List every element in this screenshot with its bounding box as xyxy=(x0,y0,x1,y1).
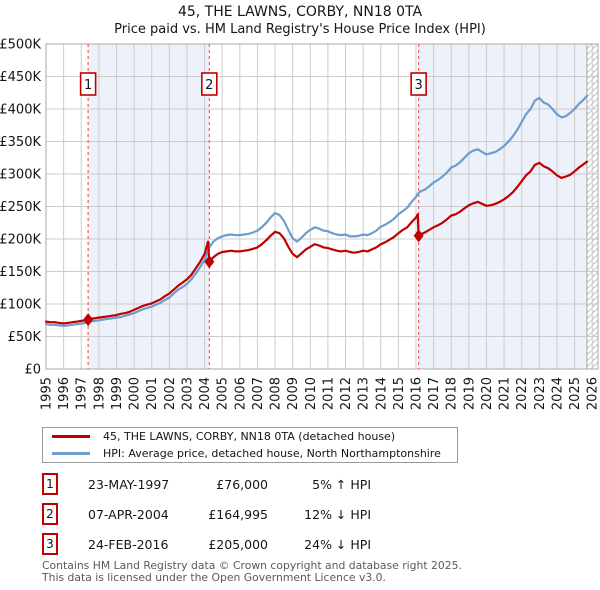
hpi-line xyxy=(44,94,589,328)
x-axis-tick-label: 2014 xyxy=(374,377,389,410)
x-axis-tick-label: 2010 xyxy=(304,377,319,410)
copyright-line-1: Contains HM Land Registry data © Crown c… xyxy=(42,559,462,572)
sale-number-badge: 1 xyxy=(42,473,58,495)
sale-date: 07-APR-2004 xyxy=(88,506,169,522)
copyright-line-2: This data is licensed under the Open Gov… xyxy=(42,570,386,584)
sale-price: £164,995 xyxy=(208,506,268,522)
y-axis-tick-label: £400K xyxy=(0,103,41,118)
x-axis-tick-label: 1996 xyxy=(57,377,72,410)
x-axis-tick-label: 2012 xyxy=(339,377,354,410)
page-title: 45, THE LAWNS, CORBY, NN18 0TA xyxy=(177,4,423,20)
x-axis-tick-label: 2004 xyxy=(198,377,213,410)
x-axis-tick-label: 2001 xyxy=(145,377,160,410)
x-axis-tick-label: 2009 xyxy=(286,377,301,410)
property-price-line xyxy=(44,160,589,325)
x-axis-tick-label: 2007 xyxy=(251,377,266,410)
x-axis-tick-label: 2011 xyxy=(321,377,336,410)
sale-flag-number: 1 xyxy=(84,78,92,93)
sale-flag-box xyxy=(79,72,97,96)
y-axis-tick-label: £500K xyxy=(0,38,41,53)
legend-line-swatch xyxy=(52,452,90,455)
x-axis-tick-label: 2020 xyxy=(480,377,495,410)
sale-price: £76,000 xyxy=(216,476,268,492)
x-axis-tick-label: 1995 xyxy=(40,377,55,410)
x-axis-tick-label: 2000 xyxy=(128,377,143,410)
copyright-footer: Contains HM Land Registry data © Crown c… xyxy=(42,560,582,583)
sale-flag-box xyxy=(201,72,218,96)
x-axis-tick-label: 2015 xyxy=(392,377,407,410)
chart-legend: 45, THE LAWNS, CORBY, NN18 0TA (detached… xyxy=(42,427,458,463)
x-axis-tick-label: 2019 xyxy=(462,377,477,410)
sale-number-badge: 3 xyxy=(42,533,58,555)
legend-line-swatch xyxy=(52,435,90,438)
sale-hpi-comparison: 24% ↓ HPI xyxy=(304,536,371,552)
sale-number-badge: 2 xyxy=(42,503,58,525)
sale-date: 23-MAY-1997 xyxy=(88,476,170,492)
y-axis-tick-label: £200K xyxy=(0,233,41,248)
y-axis-tick-label: £450K xyxy=(0,70,41,85)
sale-row: 1 23-MAY-1997 £76,000 5% ↑ HPI xyxy=(42,473,371,495)
price-history-chart: 1 2 3 £0 £50K £100K £150K £200K £250K £300K £350K £… xyxy=(0,38,600,411)
x-axis-tick-label: 2002 xyxy=(163,377,178,410)
sales-table: 1 23-MAY-1997 £76,000 5% ↑ HPI 2 07-APR-2004 £… xyxy=(42,473,371,555)
x-axis-tick-label: 2005 xyxy=(216,377,231,410)
y-axis-tick-label: £0 xyxy=(24,363,41,378)
sale-hpi-comparison: 5% ↑ HPI xyxy=(312,476,371,492)
legend-label: HPI: Average price, detached house, Nort… xyxy=(103,447,441,460)
sale-flag-box xyxy=(410,72,427,96)
y-axis-tick-label: £350K xyxy=(0,135,41,150)
y-axis-tick-label: £300K xyxy=(0,168,41,183)
y-axis-tick-label: £50K xyxy=(8,330,42,345)
sale-marker-diamond xyxy=(413,229,424,243)
legend-item: 45, THE LAWNS, CORBY, NN18 0TA (detached… xyxy=(43,430,457,444)
page-subtitle: Price paid vs. HM Land Registry's House … xyxy=(114,22,486,37)
x-axis-tick-label: 2003 xyxy=(180,377,195,410)
x-axis-tick-label: 2022 xyxy=(515,377,530,410)
x-axis-tick-label: 2026 xyxy=(586,377,600,410)
y-axis-tick-label: £100K xyxy=(0,298,41,313)
x-axis-tick-label: 1999 xyxy=(110,377,125,410)
y-axis-tick-label: £150K xyxy=(0,265,41,280)
x-axis-tick-label: 2023 xyxy=(533,377,548,410)
x-axis-tick-label: 2025 xyxy=(568,377,583,410)
sale-row: 2 07-APR-2004 £164,995 12% ↓ HPI xyxy=(42,503,371,525)
sale-marker-diamond xyxy=(204,255,215,269)
sale-row: 3 24-FEB-2016 £205,000 24% ↓ HPI xyxy=(42,533,371,555)
x-axis-tick-label: 2016 xyxy=(409,377,424,410)
legend-item: HPI: Average price, detached house, Nort… xyxy=(43,447,457,461)
plot-border xyxy=(45,43,599,370)
x-axis-tick-label: 2008 xyxy=(269,377,284,410)
x-axis-tick-label: 2013 xyxy=(357,377,372,410)
sale-marker-diamond xyxy=(83,313,94,327)
x-axis-tick-label: 2018 xyxy=(445,377,460,410)
x-axis-tick-label: 2017 xyxy=(427,377,442,410)
legend-label: 45, THE LAWNS, CORBY, NN18 0TA (detached… xyxy=(103,430,396,443)
sale-date: 24-FEB-2016 xyxy=(88,536,169,552)
sale-flag-number: 3 xyxy=(414,78,422,93)
y-axis-tick-label: £250K xyxy=(0,200,41,215)
sale-price: £205,000 xyxy=(208,536,268,552)
x-axis-tick-label: 2024 xyxy=(550,377,565,410)
sale-hpi-comparison: 12% ↓ HPI xyxy=(304,506,371,522)
x-axis-tick-label: 1997 xyxy=(75,377,90,410)
x-axis-tick-label: 2021 xyxy=(498,377,513,410)
x-axis-tick-label: 1998 xyxy=(92,377,107,410)
x-axis-tick-label: 2006 xyxy=(233,377,248,410)
sale-flag-number: 2 xyxy=(205,78,213,93)
